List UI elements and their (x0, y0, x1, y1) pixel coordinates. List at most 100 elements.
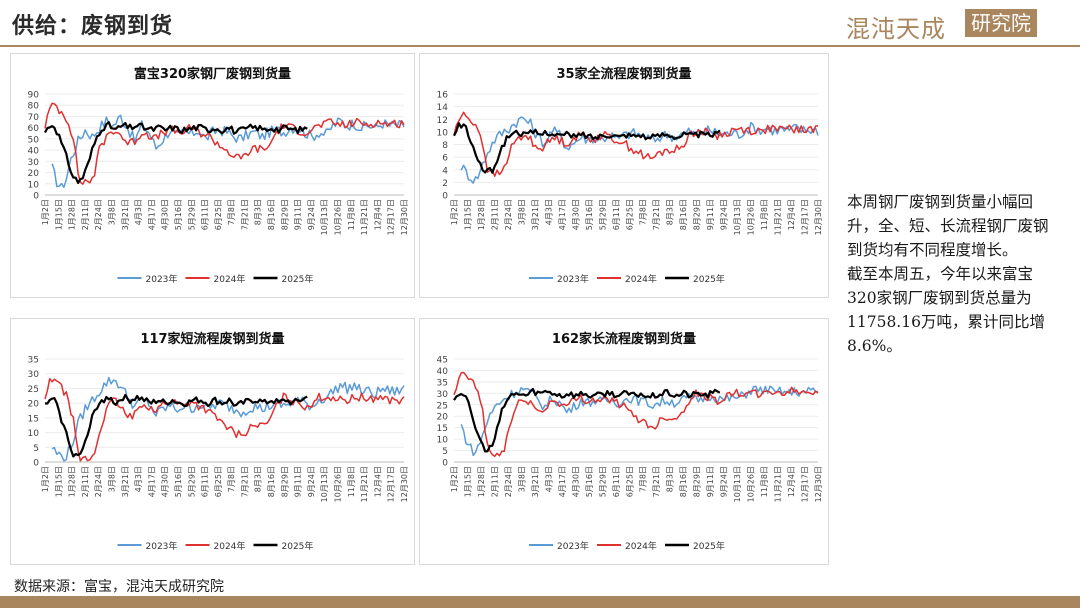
y-tick-label: 12 (437, 116, 448, 126)
series-line (453, 371, 819, 457)
series-line (460, 385, 819, 457)
y-tick-label: 35 (437, 378, 448, 388)
x-tick-label: 3月21日 (531, 466, 540, 497)
legend-label: 2023年 (557, 273, 589, 285)
x-tick-label: 8月3日 (666, 466, 675, 492)
summary-paragraph-1: 本周钢厂废钢到货量小幅回升，全、短、长流程钢厂废钢到货均有不同程度增长。 (847, 193, 1049, 259)
x-tick-label: 2月11日 (81, 199, 90, 230)
legend-label: 2024年 (625, 540, 657, 552)
y-tick-label: 0 (33, 192, 39, 202)
y-tick-label: 40 (28, 147, 40, 157)
legend-label: 2024年 (625, 273, 657, 285)
y-tick-label: 30 (28, 370, 40, 380)
x-tick-label: 6月11日 (201, 466, 210, 497)
x-tick-label: 11月8日 (347, 199, 356, 230)
y-tick-label: 2 (442, 179, 448, 189)
x-tick-label: 8月16日 (267, 199, 276, 230)
x-tick-label: 7月8日 (639, 199, 648, 225)
y-tick-label: 10 (28, 429, 40, 439)
chart-title: 162家长流程废钢到货量 (552, 331, 696, 347)
x-tick-label: 2月24日 (504, 199, 513, 230)
chart-panel-162: 162家长流程废钢到货量 0 5 10 15 20 25 30 35 40 45 1月2日 1月15日 1… (419, 318, 829, 565)
y-tick-label: 14 (437, 103, 449, 113)
x-tick-label: 9月11日 (706, 466, 715, 497)
x-tick-label: 6月11日 (612, 466, 621, 497)
y-tick-label: 30 (28, 158, 40, 168)
x-tick-label: 12月17日 (801, 199, 810, 235)
legend-label: 2023年 (146, 540, 178, 552)
x-tick-label: 10月26日 (747, 199, 756, 235)
y-tick-label: 8 (442, 141, 448, 151)
x-tick-label: 1月15日 (54, 466, 63, 497)
x-tick-label: 8月16日 (679, 199, 688, 230)
x-tick-label: 4月30日 (571, 199, 580, 230)
x-tick-label: 6月25日 (625, 199, 634, 230)
x-tick-label: 3月8日 (107, 199, 116, 225)
x-tick-label: 8月3日 (254, 199, 263, 225)
x-tick-label: 6月25日 (214, 466, 223, 497)
x-tick-label: 5月16日 (585, 199, 594, 230)
x-tick-label: 12月30日 (814, 466, 823, 502)
x-tick-label: 3月8日 (517, 466, 526, 492)
x-tick-label: 12月30日 (400, 199, 409, 235)
series-line (44, 377, 405, 462)
x-tick-label: 1月2日 (450, 199, 459, 225)
x-tick-label: 10月13日 (733, 199, 742, 235)
x-tick-label: 6月25日 (214, 199, 223, 230)
x-tick-label: 4月3日 (544, 466, 553, 492)
page-title: 供给：废钢到货 (12, 14, 174, 39)
legend-label: 2023年 (146, 273, 178, 285)
x-tick-label: 5月29日 (598, 466, 607, 497)
x-tick-label: 12月4日 (787, 466, 796, 497)
x-tick-label: 11月8日 (760, 199, 769, 230)
page-header: 供给：废钢到货 混沌天成 研究院 (0, 0, 1080, 47)
x-tick-label: 2月24日 (504, 466, 513, 497)
y-tick-label: 30 (437, 390, 449, 400)
series-line (453, 387, 721, 453)
x-tick-label: 11月21日 (774, 466, 783, 502)
x-tick-label: 3月21日 (531, 199, 540, 230)
series-line (44, 121, 308, 184)
x-tick-label: 10月13日 (733, 466, 742, 502)
header-divider (0, 45, 1080, 47)
x-tick-label: 4月17日 (147, 466, 156, 497)
x-tick-label: 8月3日 (254, 466, 263, 492)
x-tick-label: 2月11日 (81, 466, 90, 497)
x-tick-label: 2月11日 (490, 466, 499, 497)
x-tick-label: 7月21日 (652, 199, 661, 230)
x-tick-label: 12月17日 (387, 199, 396, 235)
y-tick-label: 45 (437, 356, 448, 366)
summary-paragraph-2: 截至本周五，今年以来富宝320家钢厂废钢到货总量为11758.16万吨，累计同比… (847, 265, 1045, 355)
x-tick-label: 11月21日 (774, 199, 783, 235)
legend-label: 2025年 (693, 540, 725, 552)
series-line (44, 102, 405, 185)
x-tick-label: 1月28日 (477, 466, 486, 497)
x-tick-label: 5月29日 (598, 199, 607, 230)
y-tick-label: 15 (28, 414, 39, 424)
x-tick-label: 7月8日 (227, 466, 236, 492)
legend-label: 2025年 (282, 273, 314, 285)
y-tick-label: 15 (437, 424, 448, 434)
legend-label: 2025年 (282, 540, 314, 552)
y-tick-label: 40 (437, 367, 449, 377)
legend-label: 2025年 (693, 273, 725, 285)
y-tick-label: 5 (442, 447, 448, 457)
x-tick-label: 1月28日 (68, 199, 77, 230)
x-tick-label: 2月24日 (94, 466, 103, 497)
x-tick-label: 3月21日 (121, 199, 130, 230)
x-tick-label: 4月30日 (161, 199, 170, 230)
x-tick-label: 11月21日 (360, 199, 369, 235)
x-tick-label: 6月11日 (612, 199, 621, 230)
x-tick-label: 4月17日 (147, 199, 156, 230)
y-tick-label: 60 (28, 124, 40, 134)
legend-label: 2023年 (557, 540, 589, 552)
chart-35-svg: 35家全流程废钢到货量 0 2 4 6 8 10 12 14 16 1月2日 1月15日 1月28日 2月… (437, 66, 823, 285)
x-tick-label: 12月4日 (787, 199, 796, 230)
x-tick-label: 9月24日 (307, 466, 316, 497)
x-tick-label: 3月8日 (517, 199, 526, 225)
y-tick-label: 25 (437, 401, 448, 411)
x-tick-label: 8月29日 (693, 199, 702, 230)
x-tick-label: 2月11日 (490, 199, 499, 230)
summary-note: 本周钢厂废钢到货量小幅回升，全、短、长流程钢厂废钢到货均有不同程度增长。 截至本… (847, 190, 1059, 358)
